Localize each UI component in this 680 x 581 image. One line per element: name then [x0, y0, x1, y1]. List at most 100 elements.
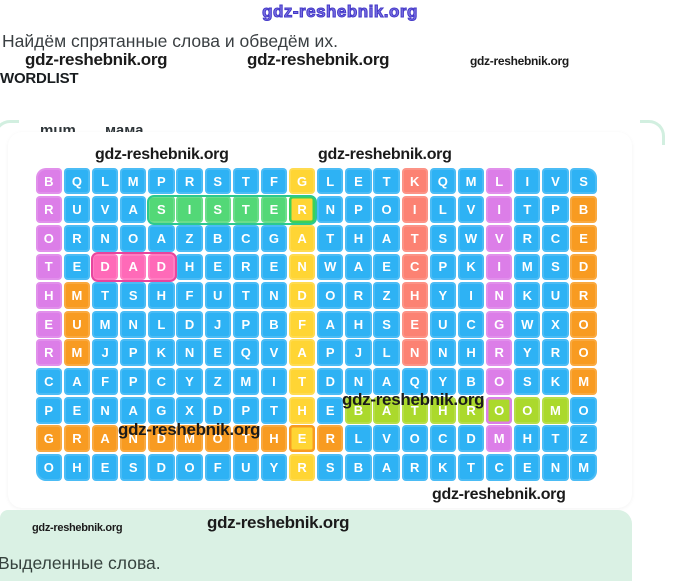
grid-cell[interactable]: R [514, 224, 541, 252]
grid-cell[interactable]: R [288, 196, 316, 224]
grid-cell[interactable]: J [91, 339, 119, 367]
grid-cell[interactable]: L [148, 310, 175, 338]
grid-cell[interactable]: C [401, 253, 428, 281]
grid-cell[interactable]: O [570, 396, 597, 424]
grid-cell[interactable]: Y [514, 339, 541, 367]
grid-cell[interactable]: Q [232, 339, 259, 367]
grid-cell[interactable]: Z [176, 224, 203, 252]
grid-cell[interactable]: M [457, 167, 485, 195]
grid-cell[interactable]: M [63, 282, 91, 309]
grid-cell[interactable]: I [260, 368, 288, 395]
grid-cell[interactable]: R [401, 453, 428, 481]
grid-cell[interactable]: E [260, 196, 288, 224]
grid-cell[interactable]: E [345, 167, 372, 195]
grid-cell[interactable]: Q [63, 167, 91, 195]
grid-cell[interactable]: Z [570, 425, 597, 453]
grid-cell[interactable]: T [401, 396, 428, 424]
grid-cell[interactable]: L [91, 167, 119, 195]
grid-cell[interactable]: N [345, 368, 372, 395]
grid-cell[interactable]: Y [429, 368, 457, 395]
grid-cell[interactable]: F [91, 368, 119, 395]
grid-cell[interactable]: M [570, 453, 597, 481]
grid-cell[interactable]: R [63, 224, 91, 252]
grid-cell[interactable]: E [401, 310, 428, 338]
grid-cell[interactable]: F [288, 310, 316, 338]
grid-cell[interactable]: N [91, 396, 119, 424]
grid-cell[interactable]: C [486, 453, 513, 481]
grid-cell[interactable]: R [176, 167, 203, 195]
grid-cell[interactable]: Y [429, 282, 457, 309]
grid-cell[interactable]: Q [429, 167, 457, 195]
grid-cell[interactable]: L [345, 425, 372, 453]
grid-cell[interactable]: A [373, 453, 400, 481]
grid-cell[interactable]: Q [401, 368, 428, 395]
grid-cell[interactable]: B [570, 196, 597, 224]
grid-cell[interactable]: S [204, 196, 231, 224]
grid-cell[interactable]: N [429, 339, 457, 367]
grid-cell[interactable]: S [317, 453, 344, 481]
grid-cell[interactable]: S [570, 167, 597, 195]
grid-cell[interactable]: R [542, 339, 569, 367]
grid-cell[interactable]: Z [373, 282, 400, 309]
grid-cell[interactable]: R [570, 282, 597, 309]
grid-cell[interactable]: E [91, 453, 119, 481]
grid-cell[interactable]: S [204, 167, 231, 195]
grid-cell[interactable]: P [120, 339, 147, 367]
grid-cell[interactable]: P [35, 396, 62, 424]
grid-cell[interactable]: S [148, 196, 175, 224]
grid-cell[interactable]: A [373, 224, 400, 252]
grid-cell[interactable]: K [457, 253, 485, 281]
grid-cell[interactable]: T [373, 167, 400, 195]
grid-cell[interactable]: D [317, 368, 344, 395]
grid-cell[interactable]: H [429, 396, 457, 424]
grid-cell[interactable]: B [35, 167, 62, 195]
grid-cell[interactable]: R [35, 339, 62, 367]
grid-cell[interactable]: D [176, 310, 203, 338]
grid-cell[interactable]: B [457, 368, 485, 395]
grid-cell[interactable]: P [429, 253, 457, 281]
grid-cell[interactable]: O [176, 453, 203, 481]
grid-cell[interactable]: J [345, 339, 372, 367]
grid-cell[interactable]: M [120, 167, 147, 195]
grid-cell[interactable]: N [401, 339, 428, 367]
grid-cell[interactable]: D [148, 425, 175, 453]
grid-cell[interactable]: D [148, 253, 175, 281]
grid-cell[interactable]: X [176, 396, 203, 424]
grid-cell[interactable]: O [514, 396, 541, 424]
grid-cell[interactable]: H [345, 224, 372, 252]
grid-cell[interactable]: D [148, 453, 175, 481]
grid-cell[interactable]: B [260, 310, 288, 338]
grid-cell[interactable]: L [373, 339, 400, 367]
grid-cell[interactable]: T [317, 224, 344, 252]
grid-cell[interactable]: O [570, 310, 597, 338]
grid-cell[interactable]: V [260, 339, 288, 367]
grid-cell[interactable]: F [204, 453, 231, 481]
grid-cell[interactable]: A [63, 368, 91, 395]
grid-cell[interactable]: M [91, 310, 119, 338]
grid-cell[interactable]: R [486, 339, 513, 367]
grid-cell[interactable]: A [91, 425, 119, 453]
grid-cell[interactable]: C [542, 224, 569, 252]
grid-cell[interactable]: D [570, 253, 597, 281]
grid-cell[interactable]: E [373, 253, 400, 281]
grid-cell[interactable]: J [204, 310, 231, 338]
grid-cell[interactable]: R [232, 253, 259, 281]
grid-cell[interactable]: H [176, 253, 203, 281]
grid-cell[interactable]: D [457, 425, 485, 453]
grid-cell[interactable]: O [317, 282, 344, 309]
grid-cell[interactable]: E [570, 224, 597, 252]
grid-cell[interactable]: K [401, 167, 428, 195]
grid-cell[interactable]: S [120, 282, 147, 309]
grid-cell[interactable]: G [288, 167, 316, 195]
grid-cell[interactable]: M [486, 425, 513, 453]
grid-cell[interactable]: T [91, 282, 119, 309]
grid-cell[interactable]: N [317, 196, 344, 224]
grid-cell[interactable]: C [457, 310, 485, 338]
grid-cell[interactable]: M [570, 368, 597, 395]
grid-cell[interactable]: P [542, 196, 569, 224]
grid-cell[interactable]: G [35, 425, 62, 453]
grid-cell[interactable]: P [120, 368, 147, 395]
grid-cell[interactable]: V [373, 425, 400, 453]
grid-cell[interactable]: E [514, 453, 541, 481]
grid-cell[interactable]: U [429, 310, 457, 338]
